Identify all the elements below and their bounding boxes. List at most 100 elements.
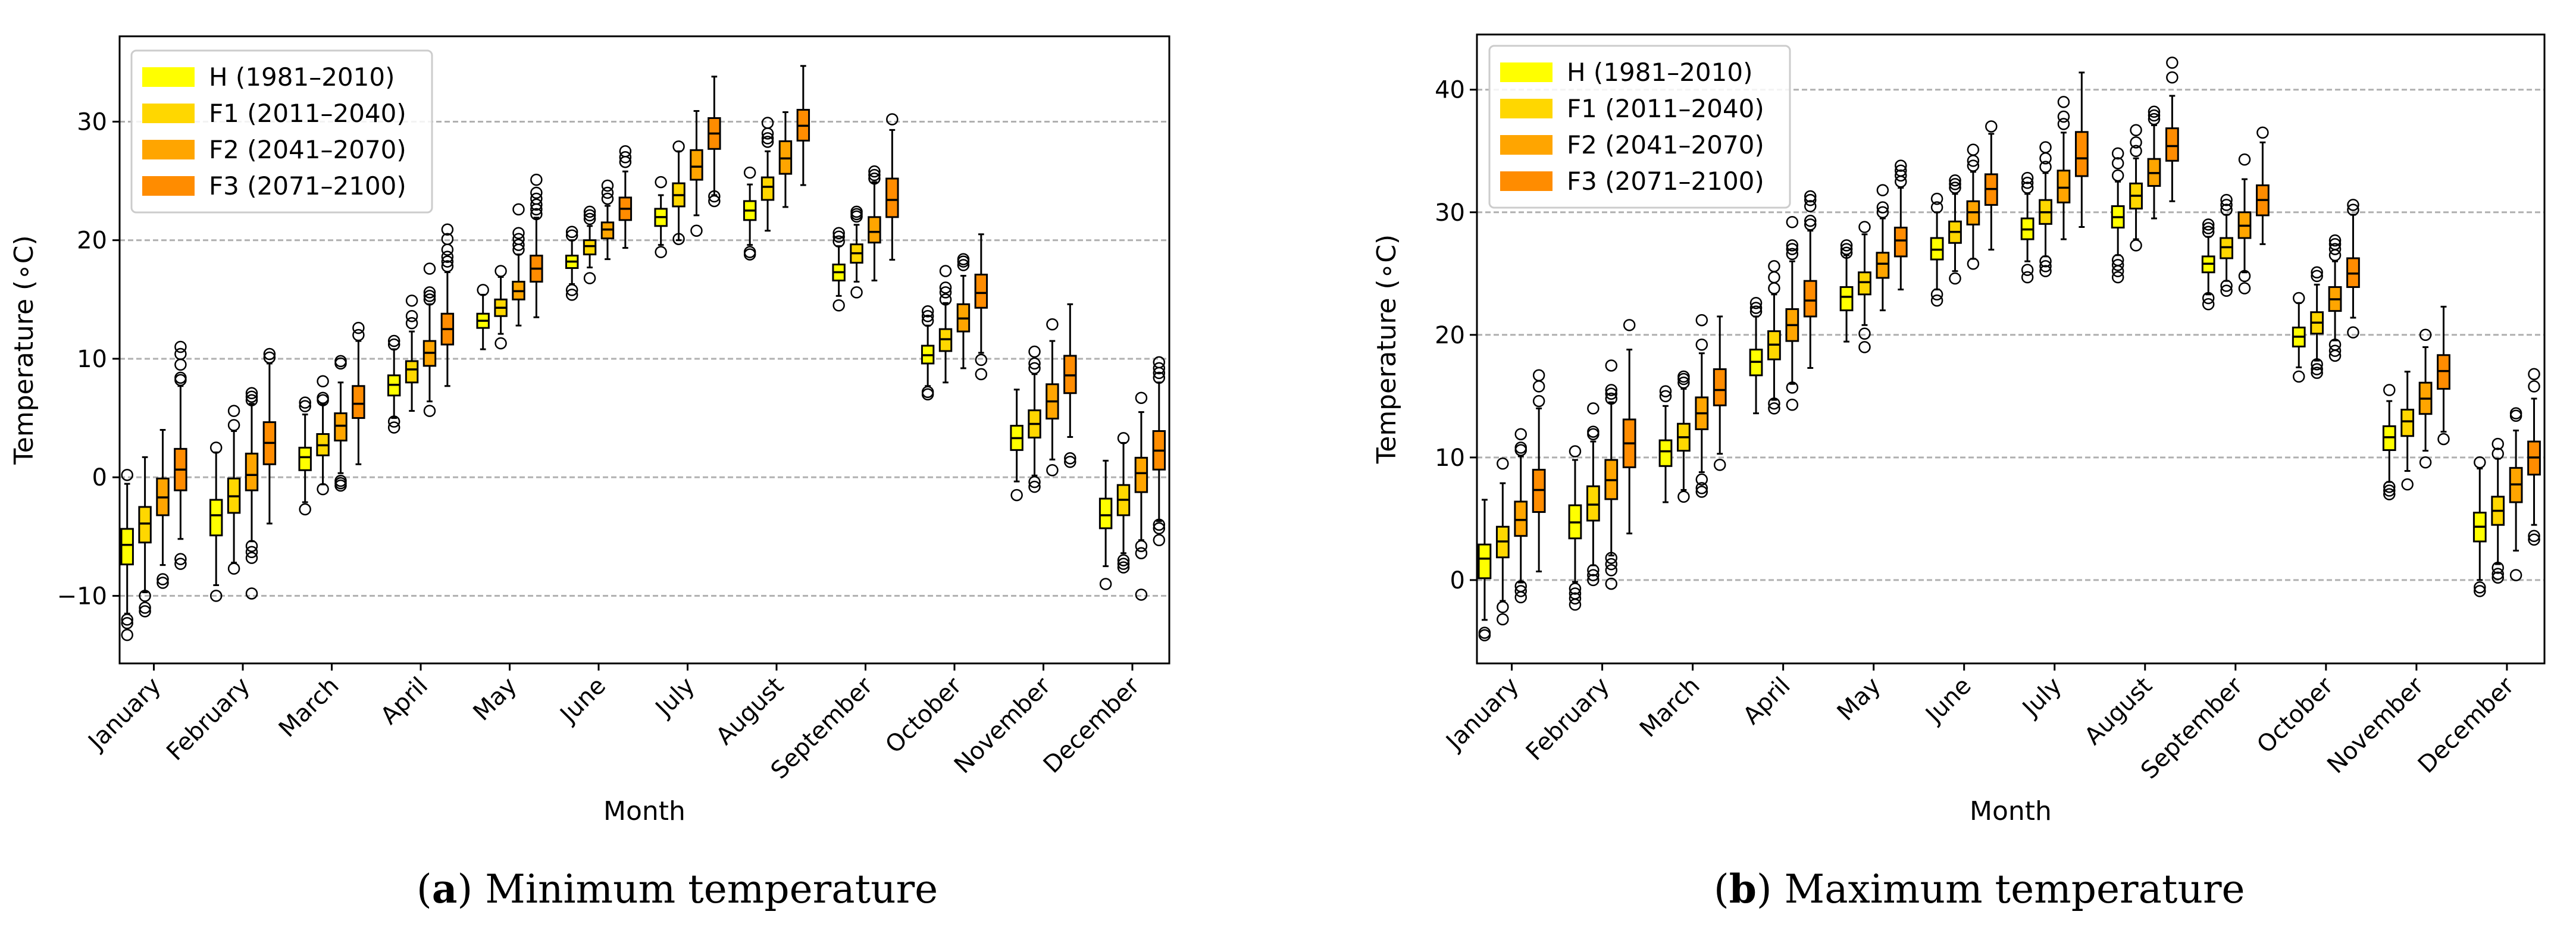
outlier-point bbox=[1497, 600, 1509, 613]
box-july-f3 bbox=[708, 76, 721, 208]
box-september-h bbox=[832, 227, 846, 312]
outlier-point bbox=[1135, 588, 1148, 601]
outlier-point bbox=[2111, 271, 2124, 284]
box-iqr bbox=[298, 446, 312, 471]
x-tick-label-june: June bbox=[1920, 672, 1977, 729]
outlier-point bbox=[1587, 569, 1600, 581]
y-tick-label: 30 bbox=[77, 108, 107, 136]
box-december-f3 bbox=[1152, 356, 1166, 547]
outlier-point bbox=[1895, 159, 1907, 172]
caption-label: a bbox=[417, 866, 472, 912]
box-iqr bbox=[120, 528, 134, 566]
box-june-f1 bbox=[1948, 174, 1962, 285]
outlier-point bbox=[832, 235, 845, 248]
legend-swatch bbox=[1500, 62, 1553, 82]
outlier-point bbox=[1587, 428, 1600, 440]
outlier-point bbox=[2328, 249, 2342, 262]
y-tick-label: 20 bbox=[1435, 322, 1465, 349]
outlier-point bbox=[1117, 432, 1130, 444]
outlier-point bbox=[1514, 428, 1527, 440]
y-tick-label: 40 bbox=[1435, 77, 1465, 104]
outlier-point bbox=[174, 374, 187, 387]
outlier-point bbox=[1695, 486, 1708, 498]
box-march-f2 bbox=[334, 355, 348, 492]
box-august-f2 bbox=[2147, 105, 2161, 220]
legend-label: F3 (2071–2100) bbox=[1567, 167, 1764, 196]
outlier-point bbox=[2311, 270, 2323, 283]
outlier-point bbox=[2039, 141, 2052, 154]
outlier-point bbox=[387, 338, 400, 351]
outlier-point bbox=[1804, 193, 1817, 206]
outlier-point bbox=[743, 246, 756, 258]
caption-text: Maximum temperature bbox=[1784, 866, 2245, 912]
outlier-point bbox=[1587, 574, 1600, 587]
x-tick-label-july: July bbox=[649, 672, 700, 724]
box-january-f2 bbox=[1514, 428, 1528, 603]
outlier-point bbox=[1046, 464, 1059, 477]
outlier-point bbox=[2202, 222, 2215, 234]
outlier-point bbox=[868, 172, 881, 185]
outlier-point bbox=[1768, 282, 1780, 295]
outlier-point bbox=[245, 552, 258, 564]
outlier-point bbox=[2021, 271, 2034, 284]
outlier-point bbox=[2111, 265, 2124, 277]
box-september-f1 bbox=[2220, 193, 2233, 297]
box-april-f2 bbox=[1785, 215, 1799, 411]
outlier-point bbox=[1153, 371, 1166, 384]
outlier-point bbox=[850, 208, 863, 221]
outlier-point bbox=[1028, 362, 1041, 375]
outlier-point bbox=[1605, 359, 1618, 372]
caption-text: Minimum temperature bbox=[485, 866, 938, 912]
outlier-point bbox=[957, 259, 970, 271]
box-december-f1 bbox=[1116, 432, 1131, 574]
box-august-f2 bbox=[778, 111, 793, 208]
outlier-point bbox=[2220, 284, 2233, 297]
outlier-point bbox=[672, 233, 685, 245]
outlier-point bbox=[2528, 380, 2540, 393]
box-august-h bbox=[743, 166, 757, 261]
box-iqr bbox=[209, 499, 223, 537]
box-iqr bbox=[1658, 439, 1673, 467]
outlier-point bbox=[1587, 425, 1600, 438]
outlier-point bbox=[530, 198, 543, 211]
outlier-point bbox=[2220, 199, 2233, 211]
outlier-point bbox=[1153, 362, 1166, 375]
box-november-f3 bbox=[1063, 303, 1077, 468]
outlier-point bbox=[743, 166, 756, 179]
outlier-point bbox=[405, 295, 418, 307]
legend-label: F1 (2011–2040) bbox=[209, 99, 406, 128]
box-november-f2 bbox=[2418, 328, 2433, 469]
outlier-point bbox=[1930, 288, 1943, 301]
outlier-point bbox=[2347, 199, 2359, 211]
outlier-point bbox=[2202, 292, 2215, 305]
outlier-point bbox=[121, 613, 133, 626]
box-iqr bbox=[760, 176, 775, 201]
outlier-point bbox=[832, 230, 845, 243]
box-april-f3 bbox=[1803, 190, 1817, 369]
outlier-point bbox=[2292, 292, 2305, 305]
box-january-f2 bbox=[156, 428, 170, 589]
box-june-f2 bbox=[1966, 143, 1980, 270]
box-january-f3 bbox=[1532, 369, 1546, 572]
box-january-f3 bbox=[174, 340, 187, 570]
box-iqr bbox=[1839, 286, 1854, 312]
outlier-point bbox=[139, 605, 151, 618]
outlier-point bbox=[2130, 145, 2142, 157]
outlier-point bbox=[2383, 384, 2396, 396]
outlier-point bbox=[1153, 518, 1166, 531]
outlier-point bbox=[2130, 239, 2142, 252]
x-tick-label-may: May bbox=[468, 672, 522, 726]
outlier-point bbox=[832, 299, 845, 312]
box-january-f1 bbox=[1495, 457, 1510, 626]
x-tick-label-november: November bbox=[949, 672, 1056, 779]
outlier-point bbox=[156, 573, 169, 585]
outlier-point bbox=[1840, 239, 1853, 252]
outlier-point bbox=[1749, 296, 1763, 309]
outlier-point bbox=[2383, 481, 2396, 493]
box-october-f3 bbox=[2346, 199, 2360, 339]
y-tick-label: 10 bbox=[1435, 444, 1465, 472]
outlier-point bbox=[743, 248, 756, 261]
axes-frame bbox=[118, 35, 1170, 665]
box-may-f3 bbox=[530, 173, 543, 318]
